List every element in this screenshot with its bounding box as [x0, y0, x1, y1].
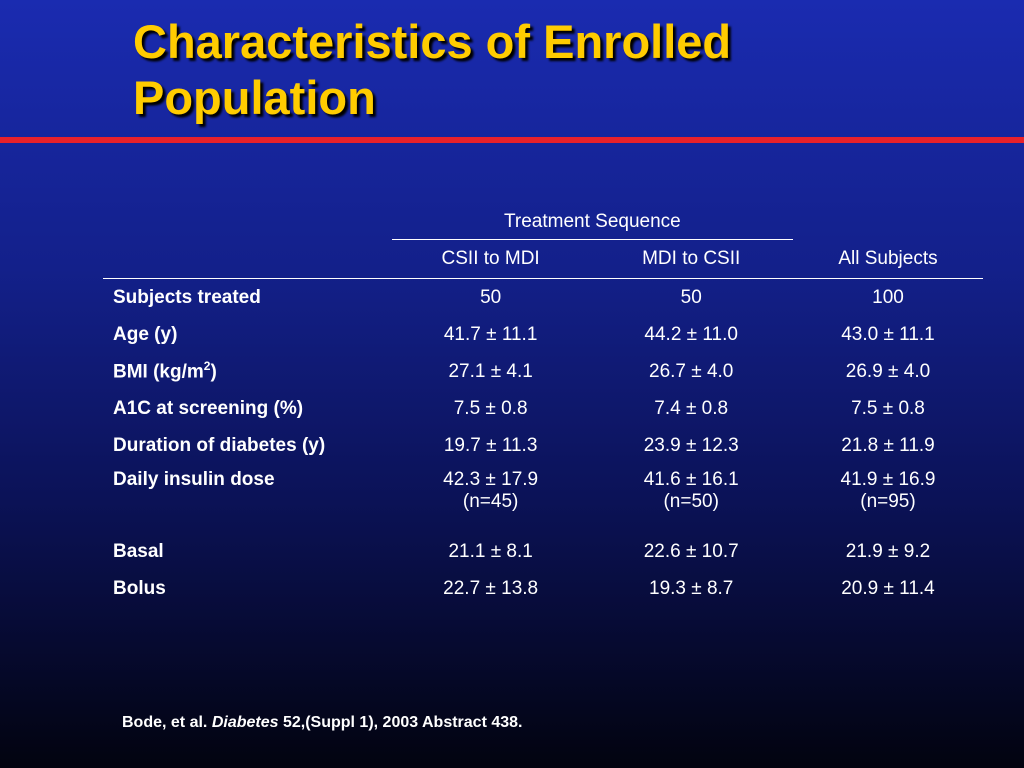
column-header-all-subjects: All Subjects: [792, 240, 983, 279]
cell-main-value: 41.9 ± 16.9: [840, 469, 936, 490]
empty-header-cell: [793, 203, 983, 240]
row-label: Bolus: [113, 577, 166, 599]
table-row: A1C at screening (%) 7.5 ± 0.8 7.4 ± 0.8…: [103, 390, 983, 427]
slide-title: Characteristics of Enrolled Population: [133, 14, 993, 126]
treatment-sequence-label: Treatment Sequence: [504, 210, 681, 232]
row-label: Daily insulin dose: [113, 469, 275, 490]
title-line-2: Population: [133, 71, 376, 124]
cell-value: 50: [680, 286, 702, 308]
table-row: BMI (kg/m2) 27.1 ± 4.1 26.7 ± 4.0 26.9 ±…: [103, 353, 983, 390]
cell-value: 7.5 ± 0.8: [851, 397, 925, 419]
row-label-superscript: 2: [203, 359, 211, 374]
characteristics-table: Treatment Sequence CSII to MDI MDI to CS…: [103, 203, 983, 607]
citation: Bode, et al. Diabetes 52,(Suppl 1), 2003…: [122, 714, 522, 732]
empty-header-cell: [103, 240, 392, 279]
cell-value: 100: [872, 286, 904, 308]
citation-details: 52,(Suppl 1), 2003 Abstract 438.: [282, 714, 523, 731]
row-label: Subjects treated: [113, 286, 261, 308]
citation-authors: Bode, et al.: [122, 714, 208, 731]
row-label-suffix: ): [210, 361, 217, 383]
table-row: Bolus 22.7 ± 13.8 19.3 ± 8.7 20.9 ± 11.4: [103, 570, 983, 607]
title-line-1: Characteristics of Enrolled: [133, 15, 732, 68]
cell-value: 7.5 ± 0.8: [453, 397, 528, 419]
cell-value: 23.9 ± 12.3: [643, 434, 739, 456]
table-row: Duration of diabetes (y) 19.7 ± 11.3 23.…: [103, 427, 983, 464]
empty-header-cell: [103, 203, 392, 240]
row-label: Basal: [113, 540, 164, 562]
cell-value: 41.9 ± 16.9 (n=95): [793, 464, 983, 533]
cell-main-value: 41.6 ± 16.1: [643, 469, 739, 490]
cell-value: 19.3 ± 8.7: [649, 577, 734, 599]
cell-value: 21.1 ± 8.1: [448, 540, 533, 562]
row-label: BMI (kg/m2): [103, 353, 392, 390]
row-label: Age (y): [113, 323, 178, 345]
cell-value: 21.8 ± 11.9: [841, 434, 935, 456]
title-divider: [0, 137, 1024, 143]
table-row: Basal 21.1 ± 8.1 22.6 ± 10.7 21.9 ± 9.2: [103, 533, 983, 570]
cell-value: 41.6 ± 16.1 (n=50): [589, 464, 793, 533]
treatment-sequence-header: Treatment Sequence: [391, 203, 793, 240]
cell-note: (n=95): [860, 491, 916, 512]
cell-value: 43.0 ± 11.1: [841, 323, 935, 345]
cell-value: 42.3 ± 17.9 (n=45): [392, 464, 590, 533]
cell-value: 21.9 ± 9.2: [845, 540, 931, 562]
cell-value: 27.1 ± 4.1: [448, 360, 533, 382]
table-column-header-row: CSII to MDI MDI to CSII All Subjects: [103, 240, 983, 279]
cell-value: 50: [480, 286, 502, 308]
row-label: A1C at screening (%): [113, 397, 304, 419]
cell-value: 20.9 ± 11.4: [841, 577, 935, 599]
table-row: Age (y) 41.7 ± 11.1 44.2 ± 11.0 43.0 ± 1…: [103, 316, 983, 353]
cell-note: (n=50): [663, 491, 719, 512]
row-label: Duration of diabetes (y): [113, 434, 326, 456]
cell-main-value: 42.3 ± 17.9: [443, 469, 539, 490]
table-row: Subjects treated 50 50 100: [103, 279, 983, 317]
cell-value: 19.7 ± 11.3: [443, 434, 538, 456]
citation-journal: Diabetes: [211, 714, 279, 731]
cell-note: (n=45): [462, 491, 519, 512]
cell-value: 22.6 ± 10.7: [643, 540, 739, 562]
row-label-prefix: BMI (kg/m: [113, 361, 204, 383]
cell-value: 41.7 ± 11.1: [443, 323, 538, 345]
cell-value: 22.7 ± 13.8: [443, 577, 539, 599]
column-header-csii-to-mdi: CSII to MDI: [391, 240, 590, 279]
table-group-header-row: Treatment Sequence: [103, 203, 983, 240]
cell-value: 7.4 ± 0.8: [654, 397, 729, 419]
table-row: Daily insulin dose 42.3 ± 17.9 (n=45) 41…: [103, 464, 983, 533]
treatment-sequence-underline: [391, 239, 793, 240]
cell-value: 26.9 ± 4.0: [845, 360, 931, 382]
cell-value: 44.2 ± 11.0: [644, 323, 738, 345]
column-header-mdi-to-csii: MDI to CSII: [589, 240, 793, 279]
cell-value: 26.7 ± 4.0: [649, 360, 734, 382]
